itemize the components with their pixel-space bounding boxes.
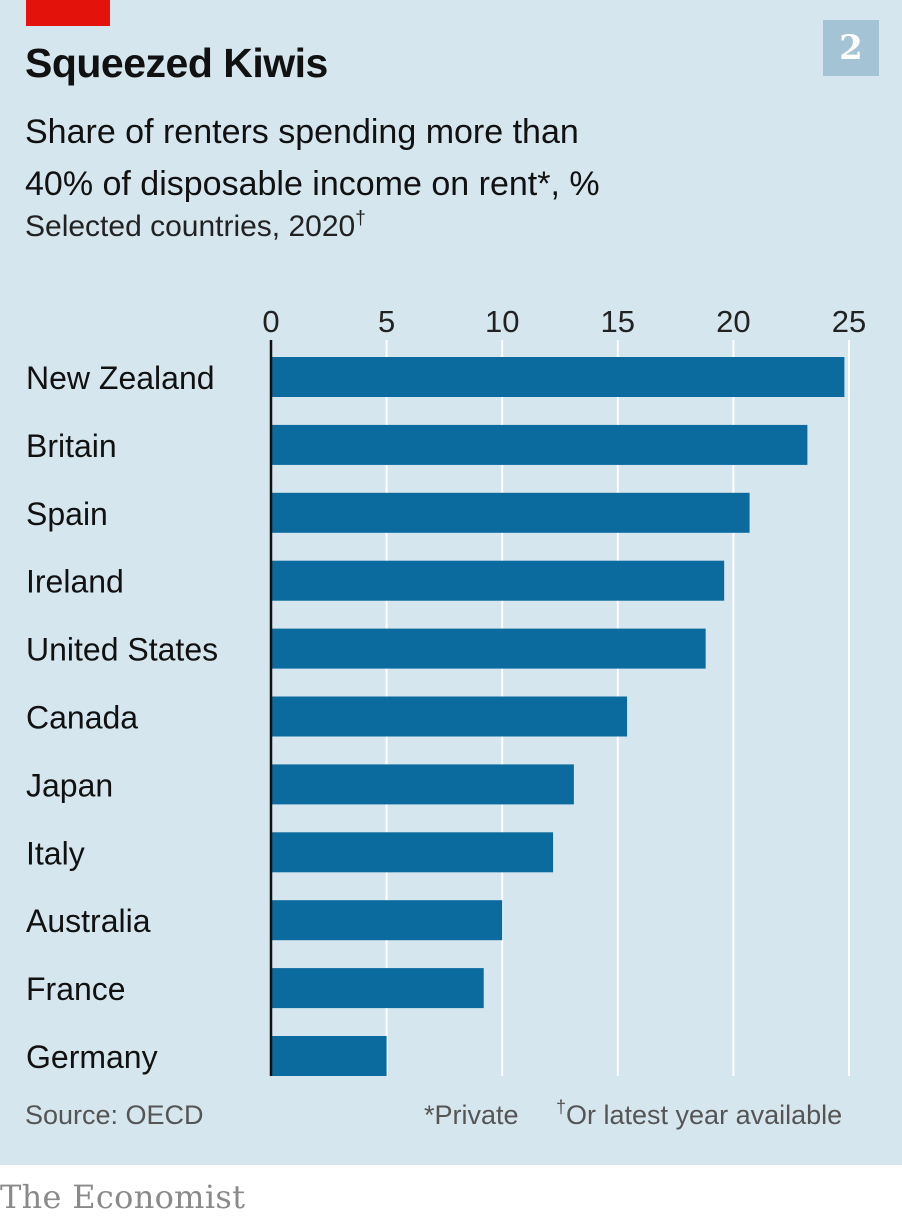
bar-canada: [271, 696, 628, 737]
chart-panel: 2 Squeezed Kiwis Share of renters spendi…: [0, 0, 902, 1165]
category-label-australia: Australia: [26, 903, 151, 939]
subtitle-line-1: Share of renters spending more than: [25, 113, 579, 151]
category-label-germany: Germany: [26, 1039, 158, 1075]
bar-ireland: [271, 560, 725, 601]
category-label-italy: Italy: [26, 835, 85, 871]
chart-subtitle: Share of renters spending more than 40% …: [25, 106, 600, 210]
x-tick-label-10: 10: [485, 304, 519, 339]
x-tick-label-15: 15: [601, 304, 635, 339]
category-label-new-zealand: New Zealand: [26, 360, 215, 396]
bar-italy: [271, 832, 554, 873]
footnote-latest: †Or latest year available: [556, 1097, 843, 1131]
chart-note: Selected countries, 2020†: [25, 208, 366, 244]
source-note: Source: OECD: [25, 1100, 204, 1130]
category-label-united-states: United States: [26, 632, 218, 668]
category-label-ireland: Ireland: [26, 564, 124, 600]
footnote-latest-text: Or latest year available: [566, 1100, 843, 1130]
x-tick-label-25: 25: [832, 304, 866, 339]
bar-australia: [271, 900, 503, 941]
footnote-dagger: †: [556, 1097, 567, 1117]
category-label-canada: Canada: [26, 700, 138, 736]
brand-red-tag: [26, 0, 110, 26]
bar-germany: [271, 1036, 387, 1076]
x-tick-label-0: 0: [262, 304, 279, 339]
chart-title: Squeezed Kiwis: [25, 40, 328, 86]
note-text: Selected countries, 2020: [25, 210, 356, 243]
bar-britain: [271, 424, 808, 465]
bar-united-states: [271, 628, 706, 669]
bar-france: [271, 968, 484, 1009]
subtitle-line-2: 40% of disposable income on rent*, %: [25, 165, 600, 203]
category-label-spain: Spain: [26, 496, 108, 532]
note-dagger: †: [355, 208, 366, 229]
bar-spain: [271, 492, 750, 533]
bar-new-zealand: [271, 357, 845, 397]
bar-chart: 0 5 10 15 20 25 New Zealand Britain Spain Ireland…: [26, 304, 866, 1076]
category-label-france: France: [26, 971, 126, 1007]
economist-logo: The Economist: [0, 1178, 246, 1216]
footnote-private: *Private: [424, 1100, 519, 1130]
category-label-britain: Britain: [26, 428, 117, 464]
category-label-japan: Japan: [26, 767, 113, 803]
chart-number-badge: 2: [823, 20, 879, 76]
x-tick-label-5: 5: [378, 304, 395, 339]
x-tick-label-20: 20: [716, 304, 750, 339]
bar-japan: [271, 764, 574, 805]
